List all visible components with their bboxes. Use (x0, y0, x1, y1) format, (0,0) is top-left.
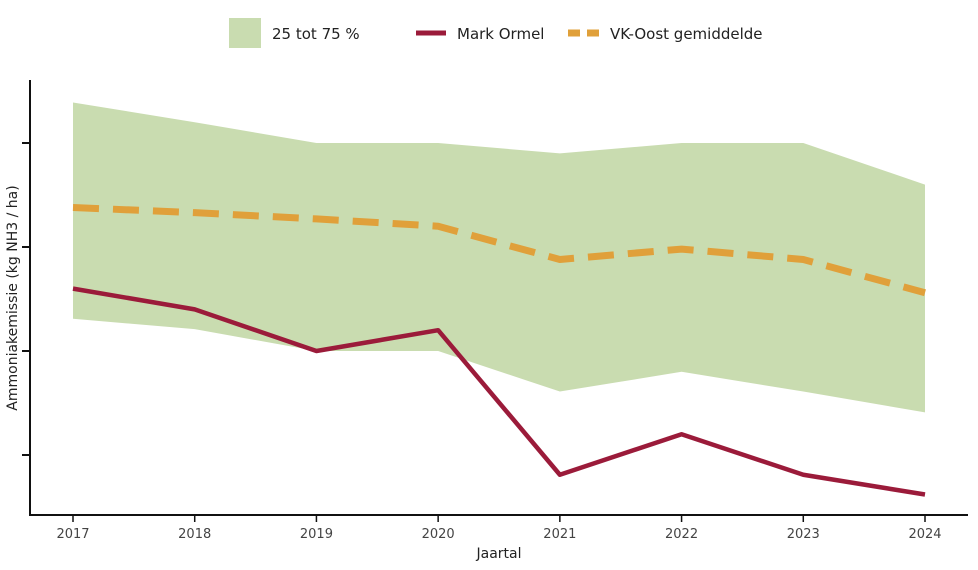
y-axis-label: Ammoniakemissie (kg NH3 / ha) (5, 185, 21, 410)
series-line-0 (72, 286, 926, 497)
x-tick-label: 2023 (787, 527, 820, 542)
x-axis-label: Jaartal (475, 546, 521, 562)
x-tick-label: 2017 (56, 527, 89, 542)
legend-label-vk-oost: VK-Oost gemiddelde (610, 25, 763, 43)
x-tick-label: 2019 (300, 527, 333, 542)
series-line-1 (72, 203, 926, 297)
x-tick-label: 2018 (178, 527, 211, 542)
x-tick-label: 2024 (908, 527, 941, 542)
band-25-75 (73, 102, 925, 413)
x-tick-label: 2021 (543, 527, 576, 542)
legend-label-band: 25 tot 75 % (272, 25, 360, 43)
legend-label-mark-ormel: Mark Ormel (457, 25, 544, 43)
x-tick-label: 2022 (665, 527, 698, 542)
legend-swatch-band (229, 18, 261, 48)
x-tick-label: 2020 (422, 527, 455, 542)
legend: 25 tot 75 % Mark Ormel VK-Oost gemiddeld… (229, 18, 763, 48)
